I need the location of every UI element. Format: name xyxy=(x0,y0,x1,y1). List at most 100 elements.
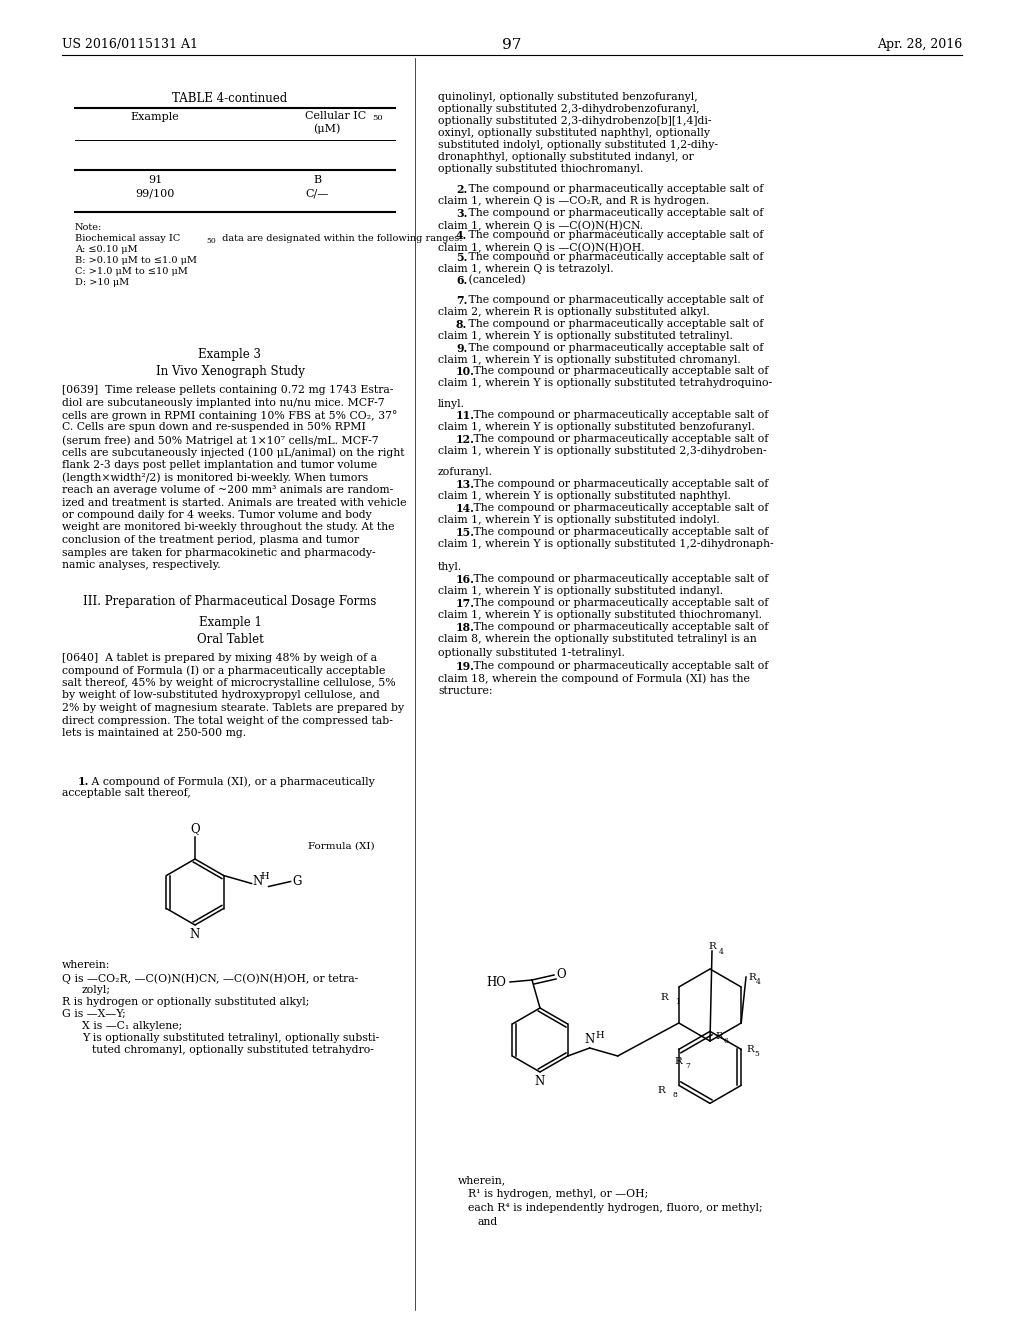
Text: wherein,: wherein, xyxy=(458,1175,506,1185)
Text: III. Preparation of Pharmaceutical Dosage Forms: III. Preparation of Pharmaceutical Dosag… xyxy=(83,595,377,609)
Text: claim 1, wherein Y is optionally substituted tetrahydroquino-: claim 1, wherein Y is optionally substit… xyxy=(438,378,772,388)
Text: 12.: 12. xyxy=(456,434,475,445)
Text: oxinyl, optionally substituted naphthyl, optionally: oxinyl, optionally substituted naphthyl,… xyxy=(438,128,710,139)
Text: X is —C₁ alkylene;: X is —C₁ alkylene; xyxy=(82,1020,182,1031)
Text: 4: 4 xyxy=(719,948,724,956)
Text: lets is maintained at 250-500 mg.: lets is maintained at 250-500 mg. xyxy=(62,729,246,738)
Text: The compound or pharmaceutically acceptable salt of: The compound or pharmaceutically accepta… xyxy=(465,294,763,305)
Text: TABLE 4-continued: TABLE 4-continued xyxy=(172,92,288,106)
Text: D: >10 μM: D: >10 μM xyxy=(75,279,129,286)
Text: (canceled): (canceled) xyxy=(465,275,525,285)
Text: acceptable salt thereof,: acceptable salt thereof, xyxy=(62,788,190,799)
Text: ized and treatment is started. Animals are treated with vehicle: ized and treatment is started. Animals a… xyxy=(62,498,407,507)
Text: 1: 1 xyxy=(675,998,680,1006)
Text: H: H xyxy=(596,1031,604,1040)
Text: claim 1, wherein Y is optionally substituted indanyl.: claim 1, wherein Y is optionally substit… xyxy=(438,586,723,597)
Text: 7: 7 xyxy=(686,1063,691,1071)
Text: R: R xyxy=(709,942,716,950)
Text: The compound or pharmaceutically acceptable salt of: The compound or pharmaceutically accepta… xyxy=(470,503,768,513)
Text: 9.: 9. xyxy=(456,343,467,354)
Text: R is hydrogen or optionally substituted alkyl;: R is hydrogen or optionally substituted … xyxy=(62,997,309,1007)
Text: 2.: 2. xyxy=(456,183,467,195)
Text: Biochemical assay IC: Biochemical assay IC xyxy=(75,234,180,243)
Text: direct compression. The total weight of the compressed tab-: direct compression. The total weight of … xyxy=(62,715,393,726)
Text: salt thereof, 45% by weight of microcrystalline cellulose, 5%: salt thereof, 45% by weight of microcrys… xyxy=(62,678,395,688)
Text: The compound or pharmaceutically acceptable salt of: The compound or pharmaceutically accepta… xyxy=(465,230,763,240)
Text: 15.: 15. xyxy=(456,527,475,539)
Text: Example 1: Example 1 xyxy=(199,616,261,630)
Text: 4: 4 xyxy=(756,978,761,986)
Text: [0639]  Time release pellets containing 0.72 mg 1743 Estra-: [0639] Time release pellets containing 0… xyxy=(62,385,393,395)
Text: reach an average volume of ~200 mm³ animals are random-: reach an average volume of ~200 mm³ anim… xyxy=(62,484,393,495)
Text: A: ≤0.10 μM: A: ≤0.10 μM xyxy=(75,246,137,253)
Text: The compound or pharmaceutically acceptable salt of: The compound or pharmaceutically accepta… xyxy=(470,622,768,632)
Text: claim 1, wherein Y is optionally substituted tetralinyl.: claim 1, wherein Y is optionally substit… xyxy=(438,331,733,341)
Text: (serum free) and 50% Matrigel at 1×10⁷ cells/mL. MCF-7: (serum free) and 50% Matrigel at 1×10⁷ c… xyxy=(62,436,379,446)
Text: 8: 8 xyxy=(673,1092,678,1100)
Text: or compound daily for 4 weeks. Tumor volume and body: or compound daily for 4 weeks. Tumor vol… xyxy=(62,510,372,520)
Text: Y is optionally substituted tetralinyl, optionally substi-: Y is optionally substituted tetralinyl, … xyxy=(82,1034,379,1043)
Text: The compound or pharmaceutically acceptable salt of: The compound or pharmaceutically accepta… xyxy=(465,252,763,261)
Text: R: R xyxy=(657,1086,665,1094)
Text: weight are monitored bi-weekly throughout the study. At the: weight are monitored bi-weekly throughou… xyxy=(62,523,394,532)
Text: (length×width²/2) is monitored bi-weekly. When tumors: (length×width²/2) is monitored bi-weekly… xyxy=(62,473,368,483)
Text: structure:: structure: xyxy=(438,686,493,696)
Text: conclusion of the treatment period, plasma and tumor: conclusion of the treatment period, plas… xyxy=(62,535,359,545)
Text: Note:: Note: xyxy=(75,223,102,232)
Text: quinolinyl, optionally substituted benzofuranyl,: quinolinyl, optionally substituted benzo… xyxy=(438,92,697,102)
Text: 7.: 7. xyxy=(456,294,467,306)
Text: data are designated within the following ranges:: data are designated within the following… xyxy=(219,234,463,243)
Text: 5.: 5. xyxy=(456,252,467,263)
Text: zolyl;: zolyl; xyxy=(82,985,111,995)
Text: zofuranyl.: zofuranyl. xyxy=(438,467,493,477)
Text: 19.: 19. xyxy=(456,661,475,672)
Text: Apr. 28, 2016: Apr. 28, 2016 xyxy=(877,38,962,51)
Text: claim 18, wherein the compound of Formula (XI) has the: claim 18, wherein the compound of Formul… xyxy=(438,673,750,684)
Text: wherein:: wherein: xyxy=(62,960,111,970)
Text: N: N xyxy=(535,1074,545,1088)
Text: 5: 5 xyxy=(755,1051,759,1059)
Text: diol are subcutaneously implanted into nu/nu mice. MCF-7: diol are subcutaneously implanted into n… xyxy=(62,397,385,408)
Text: O: O xyxy=(556,969,565,982)
Text: namic analyses, respectively.: namic analyses, respectively. xyxy=(62,560,220,570)
Text: optionally substituted 2,3-dihydrobenzofuranyl,: optionally substituted 2,3-dihydrobenzof… xyxy=(438,104,699,114)
Text: 50: 50 xyxy=(206,238,216,246)
Text: thyl.: thyl. xyxy=(438,562,462,572)
Text: compound of Formula (I) or a pharmaceutically acceptable: compound of Formula (I) or a pharmaceuti… xyxy=(62,665,385,676)
Text: A compound of Formula (XI), or a pharmaceutically: A compound of Formula (XI), or a pharmac… xyxy=(88,776,375,787)
Text: 3.: 3. xyxy=(456,209,467,219)
Text: Cellular IC: Cellular IC xyxy=(305,111,367,121)
Text: The compound or pharmaceutically acceptable salt of: The compound or pharmaceutically accepta… xyxy=(470,366,768,376)
Text: Example: Example xyxy=(131,112,179,121)
Text: C: >1.0 μM to ≤10 μM: C: >1.0 μM to ≤10 μM xyxy=(75,267,187,276)
Text: Q: Q xyxy=(190,822,200,836)
Text: claim 8, wherein the optionally substituted tetralinyl is an: claim 8, wherein the optionally substitu… xyxy=(438,634,757,644)
Text: claim 1, wherein Q is tetrazolyl.: claim 1, wherein Q is tetrazolyl. xyxy=(438,264,613,275)
Text: claim 1, wherein Y is optionally substituted benzofuranyl.: claim 1, wherein Y is optionally substit… xyxy=(438,422,755,432)
Text: 18.: 18. xyxy=(456,622,475,634)
Text: R: R xyxy=(660,993,668,1002)
Text: H: H xyxy=(260,873,269,880)
Text: R: R xyxy=(715,1032,723,1041)
Text: claim 1, wherein Q is —C(O)N(H)CN.: claim 1, wherein Q is —C(O)N(H)CN. xyxy=(438,220,643,231)
Text: In Vivo Xenograph Study: In Vivo Xenograph Study xyxy=(156,366,304,378)
Text: Example 3: Example 3 xyxy=(199,348,261,360)
Text: optionally substituted 2,3-dihydrobenzo[b][1,4]di-: optionally substituted 2,3-dihydrobenzo[… xyxy=(438,116,712,125)
Text: Oral Tablet: Oral Tablet xyxy=(197,634,263,645)
Text: 4.: 4. xyxy=(456,230,467,242)
Text: each R⁴ is independently hydrogen, fluoro, or methyl;: each R⁴ is independently hydrogen, fluor… xyxy=(468,1203,763,1213)
Text: 99/100: 99/100 xyxy=(135,187,175,198)
Text: 91: 91 xyxy=(147,176,162,185)
Text: cells are grown in RPMI containing 10% FBS at 5% CO₂, 37°: cells are grown in RPMI containing 10% F… xyxy=(62,411,397,421)
Text: HO: HO xyxy=(486,975,506,989)
Text: R¹ is hydrogen, methyl, or —OH;: R¹ is hydrogen, methyl, or —OH; xyxy=(468,1189,648,1199)
Text: The compound or pharmaceutically acceptable salt of: The compound or pharmaceutically accepta… xyxy=(465,319,763,329)
Text: by weight of low-substituted hydroxypropyl cellulose, and: by weight of low-substituted hydroxyprop… xyxy=(62,690,380,701)
Text: 17.: 17. xyxy=(456,598,475,609)
Text: claim 1, wherein Q is —CO₂R, and R is hydrogen.: claim 1, wherein Q is —CO₂R, and R is hy… xyxy=(438,195,710,206)
Text: 97: 97 xyxy=(503,38,521,51)
Text: Formula (XI): Formula (XI) xyxy=(308,842,375,851)
Text: 14.: 14. xyxy=(456,503,475,513)
Text: G: G xyxy=(293,875,302,888)
Text: claim 1, wherein Q is —C(O)N(H)OH.: claim 1, wherein Q is —C(O)N(H)OH. xyxy=(438,242,645,252)
